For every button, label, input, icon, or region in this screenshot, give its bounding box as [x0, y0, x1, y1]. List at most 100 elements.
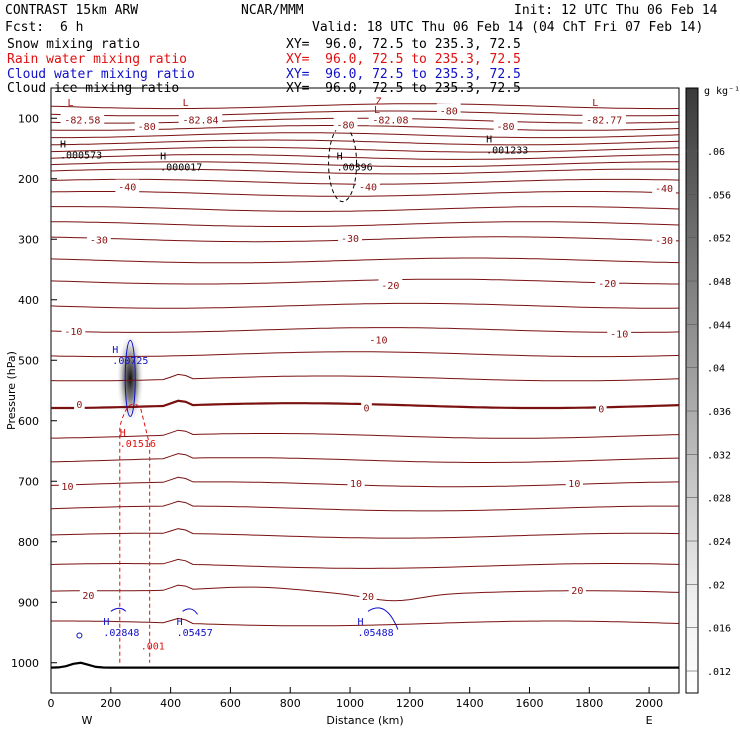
temperature-label: 20	[571, 586, 583, 597]
temperature-label: 0	[598, 405, 604, 416]
temperature-contour	[50, 168, 680, 175]
colorbar-unit: g kg⁻¹	[704, 86, 740, 97]
extremum-mark: L	[67, 98, 73, 109]
extremum-mark: H	[120, 428, 126, 439]
temperature-contour	[51, 206, 680, 212]
label-background	[60, 112, 105, 126]
colorbar-tick-label: .032	[707, 450, 731, 461]
label-background	[347, 476, 365, 490]
label-background	[356, 179, 380, 193]
east-label: E	[646, 714, 653, 727]
temperature-label: -40	[655, 184, 673, 195]
y-tick-label: 900	[18, 596, 39, 609]
temperature-contour	[50, 500, 679, 512]
temperature-contour	[50, 146, 680, 153]
extremum-value: .001	[141, 642, 165, 653]
x-tick-label: 1400	[456, 697, 484, 710]
temperature-label: -30	[90, 235, 108, 246]
label-background	[652, 232, 676, 246]
extremum-value: .05488	[358, 628, 394, 639]
cloud-water-contour	[110, 607, 127, 612]
temperature-contour	[51, 617, 680, 627]
colorbar-tick-label: .024	[707, 537, 731, 548]
temperature-contour	[50, 528, 680, 539]
colorbar-tick-label: .052	[707, 234, 731, 245]
label-background	[58, 479, 77, 493]
temperature-contour	[50, 453, 680, 463]
label-background	[366, 332, 391, 346]
extremum-mark: L	[183, 98, 189, 109]
temperature-contour	[50, 161, 679, 168]
temperature-label: -10	[610, 330, 628, 341]
temperature-contour	[50, 327, 680, 333]
label-background	[493, 119, 518, 133]
extremum-mark: Z	[375, 96, 381, 107]
temperature-contour	[50, 558, 680, 569]
temperature-label: -20	[598, 279, 616, 290]
temperature-label: -82.77	[586, 115, 622, 126]
colorbar-tick-label: .016	[707, 624, 731, 635]
temperature-contour	[50, 103, 680, 110]
colorbar-tick-label: .056	[707, 190, 731, 201]
temperature-label: -82.58	[64, 115, 100, 126]
label-background	[595, 401, 607, 415]
temperature-contour	[50, 257, 680, 264]
extremum-mark: L	[592, 98, 598, 109]
temperature-contour	[50, 110, 680, 117]
extremum-mark: H	[60, 139, 66, 150]
extremum-value: .01516	[120, 439, 156, 450]
fcst-label: Fcst:	[5, 20, 45, 35]
colorbar-tick-label: .048	[707, 277, 731, 288]
temperature-contour	[50, 154, 679, 160]
temperature-label: 20	[82, 591, 94, 602]
x-tick-label: 200	[100, 697, 121, 710]
y-tick-label: 800	[18, 536, 39, 549]
extremum-mark: H	[486, 134, 492, 145]
init-time: Init: 12 UTC Thu 06 Feb 14	[514, 3, 718, 18]
x-tick-label: 600	[220, 697, 241, 710]
temperature-label: -20	[381, 281, 399, 292]
field-snow-name: Snow mixing ratio	[7, 37, 141, 52]
label-background	[378, 278, 403, 292]
colorbar-tick-label: .012	[707, 667, 731, 678]
temperature-label: -82.84	[182, 115, 218, 126]
temperature-label: -10	[64, 327, 82, 338]
field-cloudice-name: Cloud ice mixing ratio	[7, 81, 180, 96]
temperature-label: -30	[655, 236, 673, 247]
temperature-contour	[50, 278, 679, 285]
field-rain-name: Rain water mixing ratio	[7, 52, 188, 67]
temperature-contour	[50, 351, 680, 358]
temperature-label: 10	[61, 482, 73, 493]
label-background	[86, 232, 111, 246]
temperature-label: -80	[440, 106, 458, 117]
temperature-label: 10	[568, 479, 580, 490]
temperature-label: -10	[369, 336, 387, 347]
field-rain-xy: XY= 96.0, 72.5 to 235.3, 72.5	[286, 52, 521, 67]
label-background	[333, 117, 358, 131]
extremum-mark: H	[160, 151, 166, 162]
temperature-label: 0	[76, 400, 82, 411]
center-title: NCAR/MMM	[241, 3, 304, 18]
colorbar-tick-label: .036	[707, 407, 731, 418]
label-background	[178, 112, 223, 126]
cloud-water-contour	[182, 608, 198, 615]
field-cloudwater-name: Cloud water mixing ratio	[7, 67, 195, 82]
temperature-label: -40	[359, 183, 377, 194]
temperature-contour	[51, 429, 680, 439]
x-tick-label: 1200	[396, 697, 424, 710]
x-tick-label: 1800	[575, 697, 603, 710]
colorbar	[685, 87, 699, 694]
extremum-mark: H	[337, 151, 343, 162]
y-axis-label: Pressure (hPa)	[5, 351, 18, 430]
temperature-label: -80	[138, 122, 156, 133]
temperature-label: 10	[350, 479, 362, 490]
x-tick-label: 1600	[515, 697, 543, 710]
label-background	[565, 476, 583, 490]
temperature-label: -82.08	[372, 115, 408, 126]
label-background	[61, 324, 86, 338]
extremum-value: .000017	[160, 162, 202, 173]
extremum-mark: H	[358, 617, 364, 628]
label-background	[338, 231, 362, 245]
temperature-label: -30	[341, 234, 359, 245]
